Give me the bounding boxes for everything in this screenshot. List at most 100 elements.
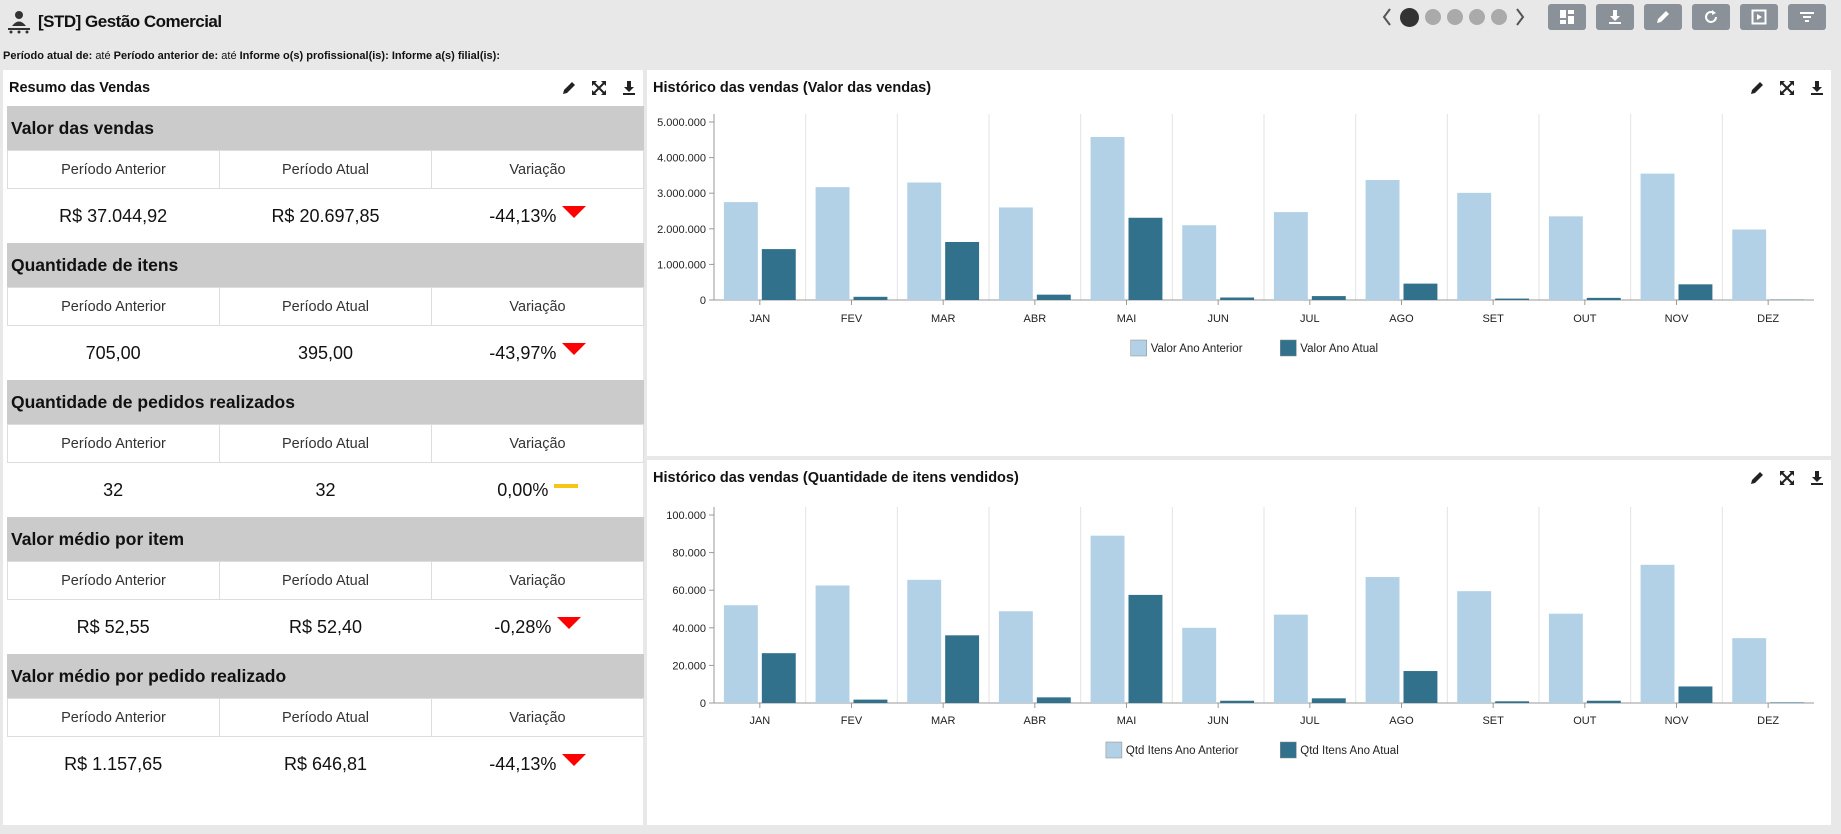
pager-dot-1[interactable] bbox=[1400, 7, 1419, 27]
pager-next-icon[interactable] bbox=[1513, 6, 1527, 28]
bar-anterior bbox=[815, 187, 850, 300]
value-atual: R$ 52,40 bbox=[288, 616, 363, 637]
resumo-panel-title: Resumo das Vendas bbox=[9, 80, 151, 96]
periodo-anterior-value: até bbox=[221, 50, 237, 62]
x-tick-label: OUT bbox=[1573, 313, 1597, 325]
section-column-headers: Período Anterior Período Atual Variação bbox=[7, 150, 644, 189]
bar-anterior bbox=[1090, 136, 1125, 300]
column-header: Período Atual bbox=[220, 288, 432, 325]
x-tick-label: JAN bbox=[749, 313, 770, 325]
bar-atual bbox=[1403, 283, 1438, 300]
bar-anterior bbox=[1457, 591, 1492, 703]
bar-atual bbox=[1311, 698, 1346, 703]
filter-button[interactable] bbox=[1788, 4, 1826, 30]
edit-icon bbox=[1657, 11, 1669, 23]
value-atual: R$ 20.697,85 bbox=[271, 205, 380, 226]
value-variacao-cell: -43,97% bbox=[432, 326, 644, 380]
bar-anterior bbox=[723, 605, 758, 703]
trend-down-icon bbox=[562, 754, 587, 766]
bar-anterior bbox=[1457, 192, 1492, 300]
app-title: [STD] Gestão Comercial bbox=[38, 12, 222, 31]
pager-dot-4[interactable] bbox=[1469, 9, 1485, 25]
bar-anterior bbox=[1365, 180, 1400, 300]
y-tick-label: 0 bbox=[700, 295, 706, 307]
chart1-expand-icon[interactable] bbox=[1777, 78, 1797, 98]
x-tick-label: MAI bbox=[1117, 715, 1137, 727]
chart2-download-icon[interactable] bbox=[1807, 468, 1827, 488]
bar-anterior bbox=[1548, 613, 1583, 703]
value-variacao: -44,13% bbox=[489, 205, 557, 226]
download-icon bbox=[1609, 10, 1621, 24]
bar-anterior bbox=[907, 182, 942, 300]
pager-dot-2[interactable] bbox=[1425, 9, 1441, 25]
bar-anterior bbox=[1182, 225, 1217, 300]
resumo-vendas-panel: Resumo das Vendas Valor das vendas Períod… bbox=[3, 70, 644, 825]
value-anterior: 32 bbox=[103, 479, 124, 500]
chart2-expand-icon[interactable] bbox=[1777, 468, 1797, 488]
bar-atual bbox=[1678, 284, 1713, 300]
present-button[interactable] bbox=[1740, 4, 1778, 30]
bar-atual bbox=[1678, 686, 1713, 703]
value-anterior: R$ 37.044,92 bbox=[59, 205, 168, 226]
x-tick-label: MAR bbox=[931, 313, 956, 325]
section-column-headers: Período Anterior Período Atual Variação bbox=[7, 561, 644, 600]
y-tick-label: 60.000 bbox=[672, 585, 706, 597]
bar-atual bbox=[1128, 594, 1163, 703]
refresh-button[interactable] bbox=[1692, 4, 1730, 30]
bar-anterior bbox=[998, 207, 1033, 300]
column-header: Período Anterior bbox=[8, 562, 220, 599]
layout-button[interactable] bbox=[1548, 4, 1586, 30]
chart1-download-icon[interactable] bbox=[1807, 78, 1827, 98]
chart1-edit-icon[interactable] bbox=[1747, 78, 1767, 98]
legend-label: Valor Ano Anterior bbox=[1151, 343, 1243, 355]
pager-prev-icon[interactable] bbox=[1380, 6, 1394, 28]
y-tick-label: 1.000.000 bbox=[657, 259, 706, 271]
x-tick-label: JUN bbox=[1207, 313, 1228, 325]
periodo-atual-value: até bbox=[95, 50, 111, 62]
value-variacao: -43,97% bbox=[489, 342, 557, 363]
legend-label: Qtd Itens Ano Anterior bbox=[1126, 745, 1239, 757]
resumo-expand-icon[interactable] bbox=[589, 78, 609, 98]
section-values: 32 32 0,00% bbox=[7, 463, 644, 517]
x-tick-label: JAN bbox=[749, 715, 770, 727]
y-tick-label: 5.000.000 bbox=[657, 117, 706, 129]
y-tick-label: 3.000.000 bbox=[657, 188, 706, 200]
trend-down-icon bbox=[562, 343, 587, 355]
bar-atual bbox=[1220, 700, 1255, 703]
column-header: Variação bbox=[509, 709, 566, 726]
column-header: Variação bbox=[509, 298, 566, 315]
column-header: Período Atual bbox=[220, 425, 432, 462]
chart-qtd-itens-panel: Histórico das vendas (Quantidade de iten… bbox=[647, 460, 1831, 825]
edit-button[interactable] bbox=[1644, 4, 1682, 30]
bar-anterior bbox=[1090, 535, 1125, 703]
pager-dot-3[interactable] bbox=[1447, 9, 1463, 25]
filial-label: Informe a(s) filial(is): bbox=[391, 50, 500, 62]
x-tick-label: JUL bbox=[1300, 313, 1320, 325]
x-tick-label: NOV bbox=[1665, 715, 1690, 727]
trend-flat-icon bbox=[554, 484, 579, 488]
chart2-edit-icon[interactable] bbox=[1747, 468, 1767, 488]
resumo-download-icon[interactable] bbox=[619, 78, 639, 98]
section-title: Quantidade de itens bbox=[7, 243, 644, 287]
chart-qtd-itens: 0 20.000 40.000 60.000 80.000 100.000 JAN FEV MA… bbox=[666, 507, 1814, 759]
resumo-edit-icon[interactable] bbox=[559, 78, 579, 98]
value-anterior: 705,00 bbox=[85, 342, 141, 363]
column-header: Período Anterior bbox=[8, 699, 220, 736]
x-tick-label: FEV bbox=[841, 313, 863, 325]
x-tick-label: OUT bbox=[1573, 715, 1597, 727]
column-header: Período Anterior bbox=[8, 288, 220, 325]
bar-atual bbox=[1403, 671, 1438, 703]
bar-atual bbox=[1586, 297, 1621, 300]
pager-dot-5[interactable] bbox=[1491, 9, 1507, 25]
x-tick-label: DEZ bbox=[1757, 313, 1779, 325]
bar-anterior bbox=[1182, 627, 1217, 703]
y-tick-label: 20.000 bbox=[672, 660, 706, 672]
x-tick-label: DEZ bbox=[1757, 715, 1779, 727]
section-values: R$ 52,55 R$ 52,40 -0,28% bbox=[7, 600, 644, 654]
legend-label: Valor Ano Atual bbox=[1300, 343, 1378, 355]
download-button[interactable] bbox=[1596, 4, 1634, 30]
bar-atual bbox=[1128, 217, 1163, 300]
top-bar: [STD] Gestão Comercial bbox=[0, 0, 1841, 46]
bar-atual bbox=[1036, 697, 1071, 703]
value-variacao: -0,28% bbox=[494, 616, 552, 637]
